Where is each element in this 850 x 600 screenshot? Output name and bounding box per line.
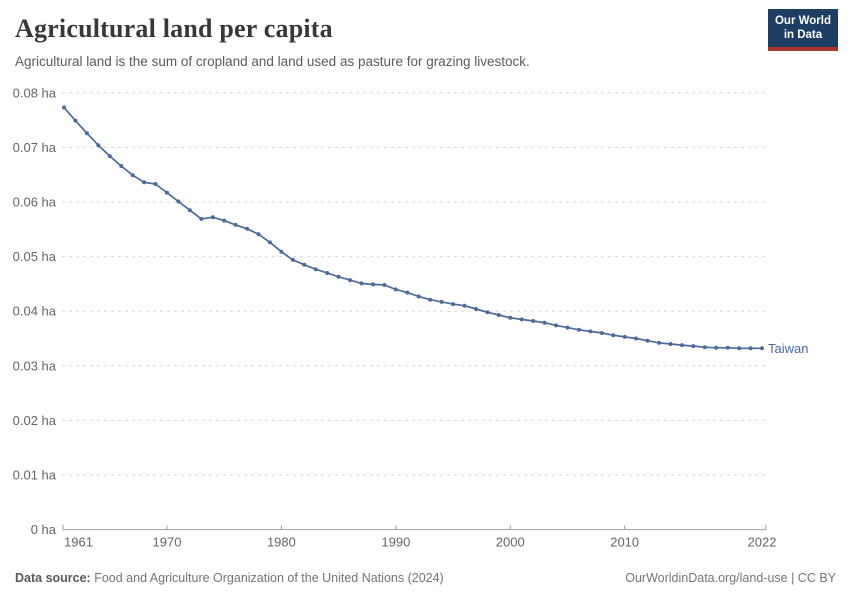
- data-point[interactable]: [668, 342, 673, 346]
- data-point[interactable]: [748, 346, 753, 351]
- x-axis-labels: 1961 1970 1980 1990 2000 2010 2022: [64, 535, 776, 550]
- data-source-label: Data source:: [15, 571, 91, 585]
- x-tick-label: 1961: [64, 535, 93, 550]
- data-point[interactable]: [565, 325, 570, 330]
- data-point[interactable]: [371, 282, 375, 287]
- data-point[interactable]: [268, 240, 272, 245]
- y-tick-label: 0.08 ha: [13, 85, 57, 100]
- data-point[interactable]: [245, 226, 250, 231]
- data-point[interactable]: [691, 344, 696, 349]
- data-source: Data source: Food and Agriculture Organi…: [15, 571, 444, 585]
- data-point[interactable]: [348, 278, 353, 283]
- data-point[interactable]: [542, 320, 547, 325]
- data-point[interactable]: [119, 164, 124, 168]
- data-point[interactable]: [508, 315, 513, 320]
- data-point[interactable]: [62, 105, 66, 110]
- data-point[interactable]: [302, 262, 307, 267]
- data-point[interactable]: [485, 310, 490, 315]
- data-point[interactable]: [222, 218, 227, 223]
- data-point[interactable]: [187, 208, 192, 213]
- data-point[interactable]: [451, 302, 455, 307]
- y-tick-label: 0 ha: [31, 522, 57, 537]
- data-point[interactable]: [279, 249, 284, 254]
- data-point[interactable]: [428, 297, 433, 302]
- data-point[interactable]: [725, 345, 730, 350]
- data-point[interactable]: [165, 190, 169, 195]
- data-point[interactable]: [325, 271, 330, 275]
- owid-logo-line2: in Data: [783, 29, 823, 42]
- data-point[interactable]: [588, 329, 593, 334]
- chart-footer: Data source: Food and Agriculture Organi…: [15, 571, 836, 585]
- x-tick-label: 1990: [381, 535, 410, 550]
- data-point[interactable]: [473, 307, 478, 311]
- y-axis-labels: 0 ha 0.01 ha 0.02 ha 0.03 ha 0.04 ha 0.05 ha 0…: [13, 85, 57, 537]
- data-point[interactable]: [611, 333, 616, 338]
- y-tick-label: 0.04 ha: [13, 304, 57, 319]
- x-tick-label: 1980: [267, 535, 296, 550]
- data-point[interactable]: [176, 199, 181, 204]
- data-point[interactable]: [439, 299, 444, 304]
- data-point[interactable]: [462, 303, 467, 308]
- data-point[interactable]: [622, 334, 627, 339]
- data-point[interactable]: [645, 338, 650, 343]
- data-point[interactable]: [714, 345, 719, 350]
- data-point[interactable]: [84, 131, 89, 136]
- data-point[interactable]: [531, 319, 536, 323]
- x-tick-label: 2022: [748, 535, 777, 550]
- y-tick-label: 0.02 ha: [13, 413, 57, 428]
- x-tick-label: 2000: [496, 535, 525, 550]
- data-point[interactable]: [130, 173, 135, 178]
- data-point[interactable]: [256, 232, 261, 237]
- data-point[interactable]: [416, 294, 421, 299]
- data-point[interactable]: [737, 346, 742, 351]
- data-point[interactable]: [233, 222, 238, 227]
- data-point[interactable]: [73, 118, 78, 123]
- y-tick-label: 0.03 ha: [13, 358, 57, 373]
- data-point[interactable]: [336, 274, 341, 279]
- x-tick-label: 1970: [153, 535, 182, 550]
- data-point[interactable]: [107, 154, 112, 159]
- data-point[interactable]: [210, 215, 215, 220]
- data-points: [62, 105, 764, 351]
- data-point[interactable]: [96, 143, 101, 148]
- data-point[interactable]: [554, 323, 558, 328]
- data-point[interactable]: [496, 313, 501, 317]
- x-tick-label: 2010: [610, 535, 639, 550]
- owid-logo-line1: Our World: [774, 15, 831, 27]
- y-tick-label: 0.05 ha: [13, 249, 57, 264]
- data-point[interactable]: [359, 281, 364, 286]
- y-tick-label: 0.06 ha: [13, 195, 57, 210]
- data-point[interactable]: [142, 180, 147, 185]
- taiwan-line[interactable]: [63, 106, 763, 350]
- data-point[interactable]: [199, 216, 204, 221]
- data-point[interactable]: [702, 345, 707, 350]
- y-tick-label: 0.01 ha: [13, 468, 57, 483]
- data-point[interactable]: [599, 331, 604, 335]
- y-tick-label: 0.07 ha: [13, 140, 57, 155]
- data-point[interactable]: [313, 267, 318, 272]
- series-label-taiwan[interactable]: Taiwan: [768, 341, 808, 356]
- owid-logo[interactable]: Our World in Data: [767, 9, 838, 51]
- credit-link[interactable]: OurWorldinData.org/land-use | CC BY: [625, 571, 836, 585]
- data-point[interactable]: [657, 340, 661, 345]
- data-point[interactable]: [290, 257, 295, 262]
- chart-title: Agricultural land per capita: [15, 14, 333, 43]
- data-point[interactable]: [405, 290, 410, 295]
- data-point[interactable]: [760, 346, 764, 351]
- data-point[interactable]: [519, 317, 524, 322]
- chart-subtitle: Agricultural land is the sum of cropland…: [15, 54, 530, 69]
- data-point[interactable]: [679, 343, 684, 348]
- data-point[interactable]: [382, 283, 387, 287]
- data-point[interactable]: [393, 287, 398, 292]
- data-source-text: Food and Agriculture Organization of the…: [90, 571, 444, 585]
- gridlines: [62, 92, 766, 476]
- data-point[interactable]: [153, 182, 158, 186]
- data-point[interactable]: [576, 327, 581, 332]
- data-point[interactable]: [634, 336, 639, 341]
- x-axis: [62, 524, 767, 531]
